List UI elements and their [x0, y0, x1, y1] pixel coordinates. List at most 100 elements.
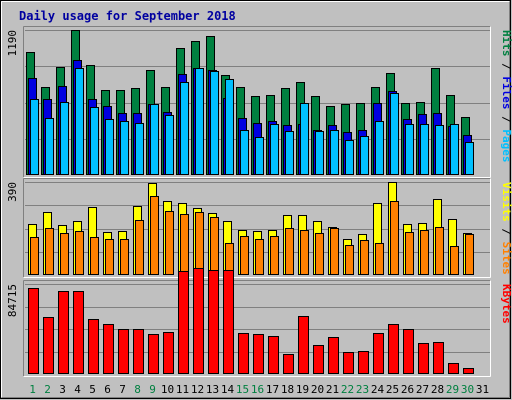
bar-kbytes-day-30 [463, 368, 474, 374]
bar-pages-day-29 [450, 124, 459, 175]
day-label: 2 [44, 383, 51, 396]
series-label: / [500, 57, 512, 77]
panel-max-label: 84715 [6, 284, 19, 317]
day-label: 31 [476, 383, 489, 396]
bar-kbytes-day-6 [103, 324, 114, 374]
bar-pages-day-11 [180, 82, 189, 175]
bar-pages-day-18 [285, 131, 294, 175]
day-label: 11 [176, 383, 189, 396]
bar-kbytes-day-25 [388, 324, 399, 374]
bar-pages-day-22 [345, 140, 354, 175]
series-pages [30, 68, 474, 175]
bar-kbytes-day-19 [298, 316, 309, 374]
day-label: 8 [134, 383, 141, 396]
day-label: 14 [221, 383, 235, 396]
day-label: 29 [446, 383, 459, 396]
day-label: 23 [356, 383, 369, 396]
day-label: 10 [161, 383, 174, 396]
bar-pages-day-14 [225, 79, 234, 175]
bar-pages-day-24 [375, 121, 384, 175]
bar-kbytes-day-24 [373, 333, 384, 374]
bar-pages-day-27 [420, 124, 429, 175]
day-label: 13 [206, 383, 219, 396]
bar-sites-day-4 [75, 231, 84, 275]
bar-sites-day-23 [360, 240, 369, 275]
bar-kbytes-day-27 [418, 343, 429, 374]
bar-sites-day-9 [150, 196, 159, 275]
day-label: 21 [326, 383, 339, 396]
bar-sites-day-21 [330, 228, 339, 275]
bar-kbytes-day-4 [73, 291, 84, 374]
bar-sites-day-17 [270, 236, 279, 275]
series-label: / [500, 110, 512, 130]
bar-kbytes-day-29 [448, 363, 459, 374]
bar-sites-day-6 [105, 239, 114, 275]
day-label: 12 [191, 383, 204, 396]
bar-pages-day-25 [390, 93, 399, 175]
bar-kbytes-day-12 [193, 268, 204, 374]
panel-1: 1190 Hits / Files / Pages [6, 26, 512, 178]
bar-sites-day-25 [390, 201, 399, 275]
day-label: 20 [311, 383, 324, 396]
bar-kbytes-day-9 [148, 334, 159, 374]
bar-kbytes-day-22 [343, 352, 354, 374]
bar-pages-day-5 [90, 107, 99, 175]
bar-kbytes-day-10 [163, 332, 174, 374]
bar-sites-day-24 [375, 243, 384, 275]
bar-pages-day-9 [150, 104, 159, 175]
bar-sites-day-2 [45, 228, 54, 275]
bar-pages-day-7 [120, 121, 129, 175]
series-label: KBytes [500, 284, 512, 324]
bar-sites-day-16 [255, 239, 264, 275]
bar-kbytes-day-5 [88, 319, 99, 374]
bar-kbytes-day-15 [238, 333, 249, 374]
day-label: 19 [296, 383, 309, 396]
day-label: 16 [251, 383, 264, 396]
series-label: Pages [500, 129, 512, 162]
bar-pages-day-26 [405, 124, 414, 175]
bar-pages-day-8 [135, 123, 144, 175]
panel-max-label: 390 [6, 182, 19, 202]
bar-pages-day-2 [45, 118, 54, 175]
panel-max-label: 1190 [6, 30, 19, 57]
bar-sites-day-28 [435, 227, 444, 275]
bar-pages-day-1 [30, 99, 39, 175]
bar-kbytes-day-18 [283, 354, 294, 374]
series-kbytes [28, 268, 474, 374]
day-label: 9 [149, 383, 156, 396]
bar-sites-day-3 [60, 233, 69, 275]
bar-sites-day-27 [420, 230, 429, 275]
chart-panels: 1190 Hits / Files / Pages 390 Visits / Site… [6, 26, 512, 377]
day-label: 18 [281, 383, 294, 396]
panel-series-labels: KBytes [500, 284, 512, 324]
bar-pages-day-13 [210, 71, 219, 175]
series-sites [30, 196, 474, 275]
bar-pages-day-3 [60, 102, 69, 175]
day-label: 24 [371, 383, 385, 396]
day-label: 27 [416, 383, 429, 396]
bar-pages-day-17 [270, 124, 279, 175]
bar-pages-day-12 [195, 68, 204, 175]
bar-kbytes-day-11 [178, 271, 189, 374]
bar-pages-day-23 [360, 136, 369, 175]
series-label: Visits [500, 182, 512, 222]
bar-pages-day-28 [435, 125, 444, 175]
series-label: Sites [500, 242, 512, 275]
bar-sites-day-10 [165, 211, 174, 275]
chart-title: Daily usage for September 2018 [19, 9, 236, 23]
bar-kbytes-day-8 [133, 329, 144, 374]
panel-3: 84715 KBytes [6, 268, 512, 377]
bar-pages-day-16 [255, 137, 264, 175]
bar-kbytes-day-26 [403, 329, 414, 374]
bar-pages-day-10 [165, 115, 174, 175]
bar-kbytes-day-3 [58, 291, 69, 374]
day-label: 26 [401, 383, 414, 396]
bar-sites-day-29 [450, 246, 459, 275]
bar-sites-day-12 [195, 212, 204, 275]
day-label: 15 [236, 383, 249, 396]
bar-kbytes-day-21 [328, 337, 339, 374]
panel-2: 390 Visits / Sites [6, 178, 512, 278]
bar-sites-day-20 [315, 233, 324, 275]
